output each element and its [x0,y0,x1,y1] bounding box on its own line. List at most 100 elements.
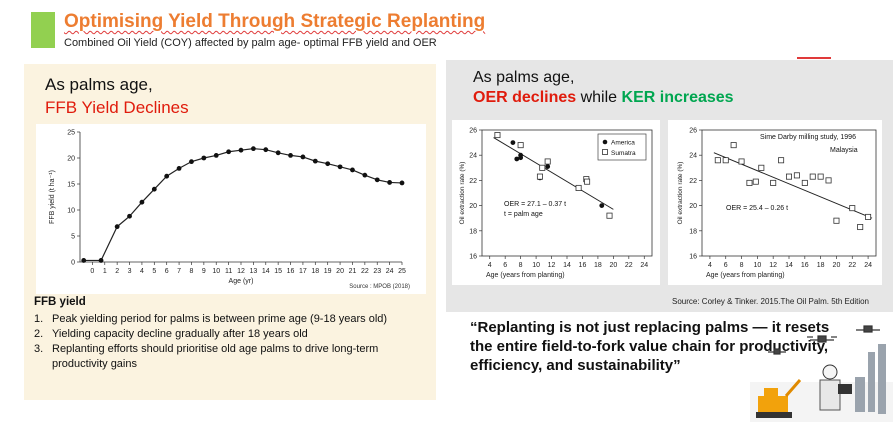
data-point-sime-darby [738,158,745,165]
y-tick-label: 22 [689,178,697,185]
drone-icon [807,335,837,343]
oer-america-sumatra-svg: 16 18 20 22 24 26 4 6 8 10 12 14 16 18 20 22 24 Age (year… [459,128,653,279]
ffb-yield-point [139,199,145,205]
x-tick-label: 16 [579,262,587,269]
x-tick-label: 8 [740,262,744,269]
oer-declines-text: OER declines [473,89,577,106]
data-point-sumatra [544,158,551,165]
ffb-chart-source: Source : MPOB (2018) [349,284,410,290]
x-tick-label: 18 [311,268,319,275]
x-tick-label: 6 [724,262,728,269]
y-tick-label: 20 [469,203,477,210]
ker-increases-text: KER increases [621,89,734,106]
data-point-america [510,140,516,145]
y-tick-label: 0 [71,260,75,267]
data-point-america [514,156,520,162]
oer-sime-darby-chart: 16 18 20 22 24 26 4 6 8 10 12 14 16 18 20 22 24 Age (year… [668,120,882,285]
x-tick-label: 20 [833,262,841,269]
ffb-yield-point [151,186,157,192]
ffb-yield-point [127,213,132,219]
x-tick-label: 4 [140,268,144,275]
x-tick-label: 10 [753,262,761,269]
ffb-yield-point [350,167,355,173]
y-tick-label: 20 [67,156,75,163]
ffb-yield-point [226,149,232,155]
ffb-yield-panel: As palms age, FFB Yield Declines 0 5 10 15 2… [24,64,436,400]
x-tick-label: 12 [769,262,777,269]
y-tick-label: 24 [469,153,477,160]
x-tick-label: 21 [349,268,357,275]
excavator-icon [756,379,802,418]
x-tick-label: 14 [262,268,270,275]
ffb-yield-chart: 0 5 10 15 20 25 0 1 2 3 4 5 6 7 8 9 10 11 12 13 14 15 16 17 18 19… [36,124,426,294]
legend-label-america: America [611,140,635,147]
ffb-yield-point [81,258,87,263]
x-tick-label: 10 [212,268,220,275]
x-tick-label: 24 [864,262,872,269]
y-tick-label: 20 [689,203,697,210]
x-tick-label: 16 [287,268,295,275]
y-tick-label: 18 [689,228,697,235]
data-point-america [599,203,605,208]
y-tick-label: 16 [469,254,477,261]
x-tick-label: 13 [249,268,257,275]
x-tick-label: 19 [324,268,332,275]
x-tick-label: 16 [801,262,809,269]
oer-america-sumatra-chart: 16 18 20 22 24 26 4 6 8 10 12 14 16 18 20 22 24 Age (year… [452,120,660,285]
x-tick-label: 10 [532,262,540,269]
data-point-sime-darby [730,142,737,149]
ffb-points-title: FFB yield [34,296,86,308]
ffb-yield-point [238,147,244,153]
replanting-quote: “Replanting is not just replacing palms … [470,319,830,374]
ffb-yield-point [201,155,207,161]
ffb-yield-point [176,166,182,171]
x-tick-label: 1 [103,268,107,275]
x-tick-label: 8 [190,268,194,275]
oer-heading-line1: As palms age, [473,69,575,86]
x-tick-label: 12 [548,262,556,269]
data-point-sumatra [517,142,524,149]
x-tick-label: 23 [373,268,381,275]
x-tick-label: 8 [519,262,523,269]
ffb-yield-point [288,153,293,158]
x-tick-label: 15 [274,268,282,275]
data-point-sime-darby [857,224,864,231]
y-tick-label: 25 [67,130,75,137]
list-item: 2. Yielding capacity decline gradually af… [34,328,308,340]
ffb-heading-line2: FFB Yield Declines [45,98,189,117]
chart-subtitle: Malaysia [830,147,858,154]
ffb-yield-point [387,180,393,185]
ffb-yield-point [337,164,343,170]
data-point-sumatra [575,184,582,191]
ffb-heading-line1: As palms age, [45,75,153,94]
ffb-yield-line [83,148,403,262]
data-point-america [545,164,551,169]
data-point-sime-darby [793,172,800,179]
ffb-yield-point [250,146,256,152]
legend-marker-america [602,139,608,145]
x-tick-label: 25 [398,268,406,275]
equation-label: OER = 27.1 – 0.37 t [504,201,566,208]
x-tick-label: 6 [165,268,169,275]
x-tick-label: 22 [625,262,633,269]
x-tick-label: 7 [177,268,181,275]
x-tick-label: 11 [225,268,232,275]
data-point-sime-darby [778,157,785,164]
x-tick-label: 22 [361,268,369,275]
x-tick-label: 6 [503,262,507,269]
x-tick-label: 3 [128,268,132,275]
x-tick-label: 18 [594,262,602,269]
data-point-sime-darby [865,213,872,220]
data-point-america [518,155,524,161]
oer-panel: As palms age, OER declines while KER inc… [446,60,893,312]
y-tick-label: 10 [67,208,75,215]
x-axis-label: Age (years from planting) [486,272,565,279]
x-tick-label: 24 [640,262,648,269]
page-subtitle: Combined Oil Yield (COY) affected by pal… [64,37,437,49]
y-tick-label: 24 [689,153,697,160]
y-tick-label: 5 [71,234,75,241]
data-point-sumatra [584,178,591,185]
x-tick-label: 12 [237,268,245,275]
drone-icon [856,325,880,333]
x-tick-label: 14 [563,262,571,269]
